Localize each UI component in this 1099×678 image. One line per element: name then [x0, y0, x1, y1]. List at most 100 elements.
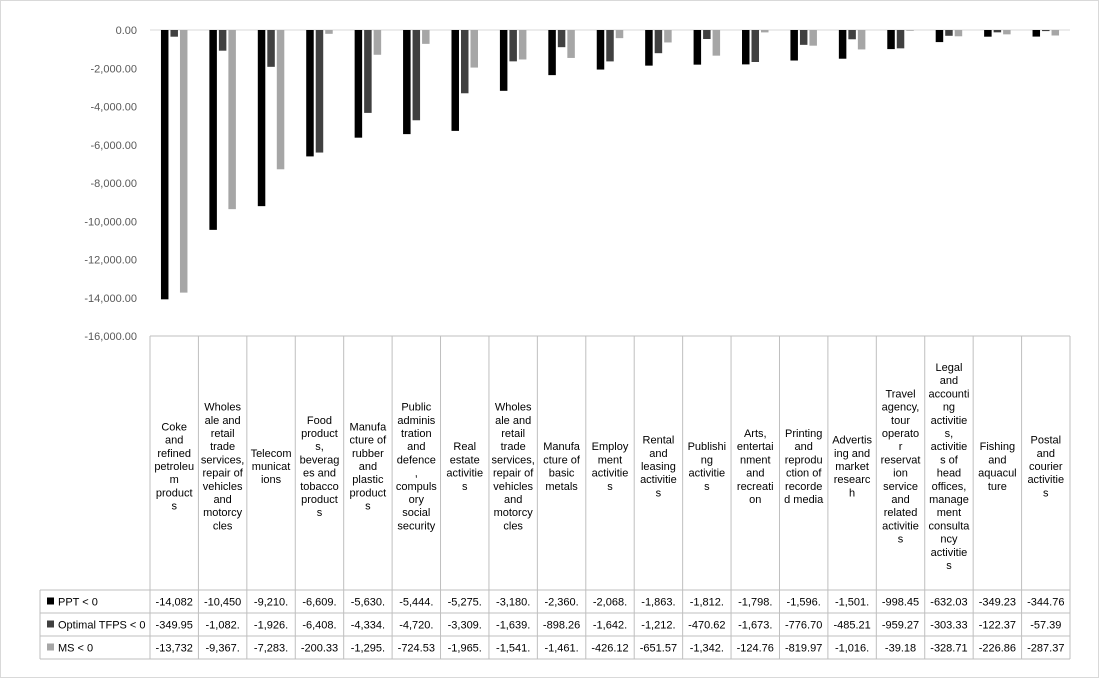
data-label-2-9: -898.26	[543, 620, 580, 632]
data-label-1-12: -1,812.	[690, 597, 724, 609]
category-label: Rental and leasing activitie s	[640, 435, 677, 500]
bar-3-15	[857, 30, 866, 50]
y-tick-label: -12,000.00	[84, 255, 137, 267]
bar-2-15	[848, 30, 856, 40]
data-label-3-15: -1,016.	[835, 643, 869, 655]
bar-1-9	[548, 30, 556, 76]
bar-1-14	[790, 30, 798, 61]
bar-1-3	[257, 30, 266, 207]
y-tick-label: -8,000.00	[91, 178, 137, 190]
category-label: Wholes ale and retail trade services, repair …	[491, 402, 534, 533]
data-label-3-19: -287.37	[1027, 643, 1064, 655]
bar-1-2	[209, 30, 217, 230]
bar-2-8	[509, 30, 517, 62]
data-label-1-2: -10,450	[204, 597, 241, 609]
bar-1-10	[596, 30, 605, 70]
data-label-1-8: -3,180.	[496, 597, 530, 609]
bar-3-10	[615, 30, 624, 39]
data-label-3-1: -13,732	[156, 643, 193, 655]
bar-1-8	[499, 30, 508, 91]
bar-1-13	[742, 30, 750, 65]
category-label: Manufa cture of rubber and plastic product s	[350, 421, 388, 512]
data-label-2-7: -3,309.	[448, 620, 482, 632]
bar-2-10	[606, 30, 614, 62]
data-label-3-2: -9,367.	[206, 643, 240, 655]
bar-3-1	[179, 30, 188, 293]
bar-3-8	[518, 30, 527, 60]
data-label-3-14: -819.97	[785, 643, 822, 655]
legend-key-3	[47, 643, 54, 651]
y-tick-label: -6,000.00	[91, 140, 137, 152]
data-label-1-11: -1,863.	[641, 597, 675, 609]
y-tick-label: -16,000.00	[84, 331, 137, 343]
data-label-2-15: -485.21	[833, 620, 870, 632]
category-label: Advertis ing and market researc h	[832, 435, 872, 500]
category-label: Printing and reprodu ction of recorde d media	[784, 428, 824, 506]
data-label-3-13: -124.76	[737, 643, 774, 655]
data-label-2-19: -57.39	[1030, 620, 1061, 632]
data-label-1-18: -349.23	[979, 597, 1016, 609]
y-axis: 0.00 -2,000.00 -4,000.00 -6,000.00 -8,000.00…	[84, 25, 1070, 343]
bar-1-17	[935, 30, 944, 43]
category-label: Legal and accounti ng activitie s, activitie s …	[928, 362, 970, 572]
bar-3-14	[809, 30, 817, 46]
data-label-3-9: -1,461.	[544, 643, 578, 655]
data-label-1-19: -344.76	[1027, 597, 1064, 609]
legend-label-1: PPT < 0	[58, 597, 98, 609]
data-label-3-18: -226.86	[979, 643, 1016, 655]
y-tick-label: -14,000.00	[84, 293, 137, 305]
data-label-1-15: -1,501.	[835, 597, 869, 609]
bar-2-19	[1042, 30, 1050, 32]
bar-1-4	[306, 30, 314, 157]
data-label-2-4: -6,408.	[302, 620, 336, 632]
y-tick-label: 0.00	[116, 25, 137, 37]
bar-1-7	[451, 30, 459, 131]
legend-key-2	[47, 620, 54, 628]
data-label-1-7: -5,275.	[448, 597, 482, 609]
bar-3-3	[276, 30, 285, 170]
bar-3-12	[712, 30, 721, 56]
data-label-3-7: -1,965.	[448, 643, 482, 655]
bar-1-1	[160, 30, 169, 300]
bars	[160, 30, 1060, 300]
bar-2-9	[557, 30, 566, 48]
bar-1-16	[887, 30, 895, 50]
bar-2-7	[460, 30, 469, 94]
data-label-1-9: -2,360.	[544, 597, 578, 609]
data-label-2-5: -4,334.	[351, 620, 385, 632]
bar-3-13	[761, 30, 769, 33]
data-label-2-3: -1,926.	[254, 620, 288, 632]
y-tick-label: -2,000.00	[91, 63, 137, 75]
bar-1-19	[1032, 30, 1041, 37]
data-label-1-5: -5,630.	[351, 597, 385, 609]
category-label: Real estate activitie s	[446, 441, 483, 493]
data-label-3-4: -200.33	[301, 643, 338, 655]
legend-label-2: Optimal TFPS < 0	[58, 620, 146, 632]
data-label-3-5: -1,295.	[351, 643, 385, 655]
data-label-2-13: -1,673.	[738, 620, 772, 632]
data-label-3-10: -426.12	[591, 643, 628, 655]
data-label-1-16: -998.45	[882, 597, 919, 609]
data-label-3-6: -724.53	[398, 643, 435, 655]
bar-3-4	[325, 30, 333, 34]
category-label: Travel agency, tour operato r reservat ion serv…	[881, 388, 921, 545]
bar-2-16	[896, 30, 905, 49]
bar-2-2	[218, 30, 227, 51]
data-table: Coke and refined petroleu m product s Wholes ale…	[39, 335, 1071, 660]
data-label-2-11: -1,212.	[641, 620, 675, 632]
bar-3-7	[470, 30, 478, 68]
category-label: Employ ment activitie s	[592, 441, 629, 493]
bar-3-17	[954, 30, 963, 37]
data-label-1-3: -9,210.	[254, 597, 288, 609]
bar-3-11	[664, 30, 672, 43]
data-label-2-16: -959.27	[882, 620, 919, 632]
data-label-2-14: -776.70	[785, 620, 822, 632]
bar-2-12	[703, 30, 711, 39]
category-label: Arts, entertai nment and recreati on	[737, 428, 774, 506]
data-label-2-18: -122.37	[979, 620, 1016, 632]
bar-2-1	[170, 30, 178, 37]
bar-2-14	[799, 30, 808, 45]
data-label-2-8: -1,639.	[496, 620, 530, 632]
category-label: Coke and refined petroleu m product s	[154, 421, 194, 512]
